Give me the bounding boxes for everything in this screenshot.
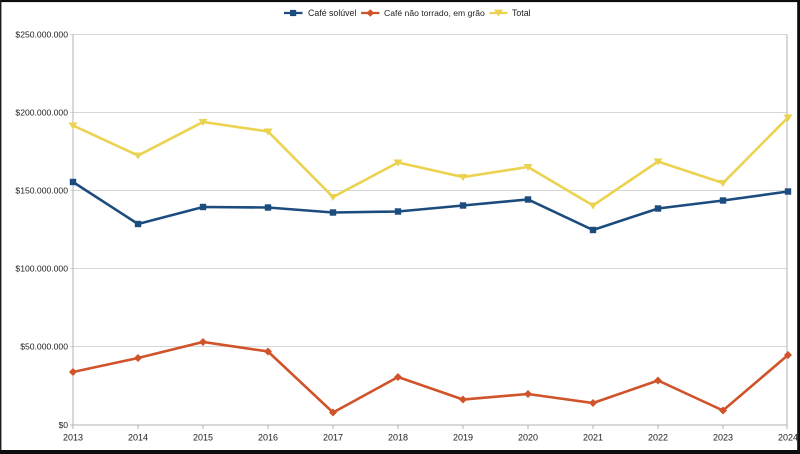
svg-text:$200.000.000: $200.000.000 [15, 108, 68, 118]
svg-text:Total: Total [512, 8, 531, 18]
svg-text:2022: 2022 [648, 433, 668, 443]
svg-text:2020: 2020 [518, 433, 538, 443]
svg-text:Café não torrado, em grão: Café não torrado, em grão [384, 8, 485, 18]
svg-text:2013: 2013 [63, 433, 83, 443]
svg-text:$50.000.000: $50.000.000 [20, 342, 68, 352]
svg-text:Café solúvel: Café solúvel [308, 8, 356, 18]
svg-text:$0: $0 [58, 420, 68, 430]
svg-text:2015: 2015 [193, 433, 213, 443]
svg-text:2021: 2021 [583, 433, 603, 443]
svg-text:$250.000.000: $250.000.000 [15, 30, 68, 40]
svg-text:$100.000.000: $100.000.000 [15, 264, 68, 274]
svg-text:2017: 2017 [323, 433, 343, 443]
svg-text:2016: 2016 [258, 433, 278, 443]
svg-text:2023: 2023 [713, 433, 733, 443]
svg-text:2014: 2014 [128, 433, 148, 443]
svg-text:2019: 2019 [453, 433, 473, 443]
svg-text:2018: 2018 [388, 433, 408, 443]
svg-text:$150.000.000: $150.000.000 [15, 186, 68, 196]
svg-text:2024: 2024 [778, 433, 798, 443]
